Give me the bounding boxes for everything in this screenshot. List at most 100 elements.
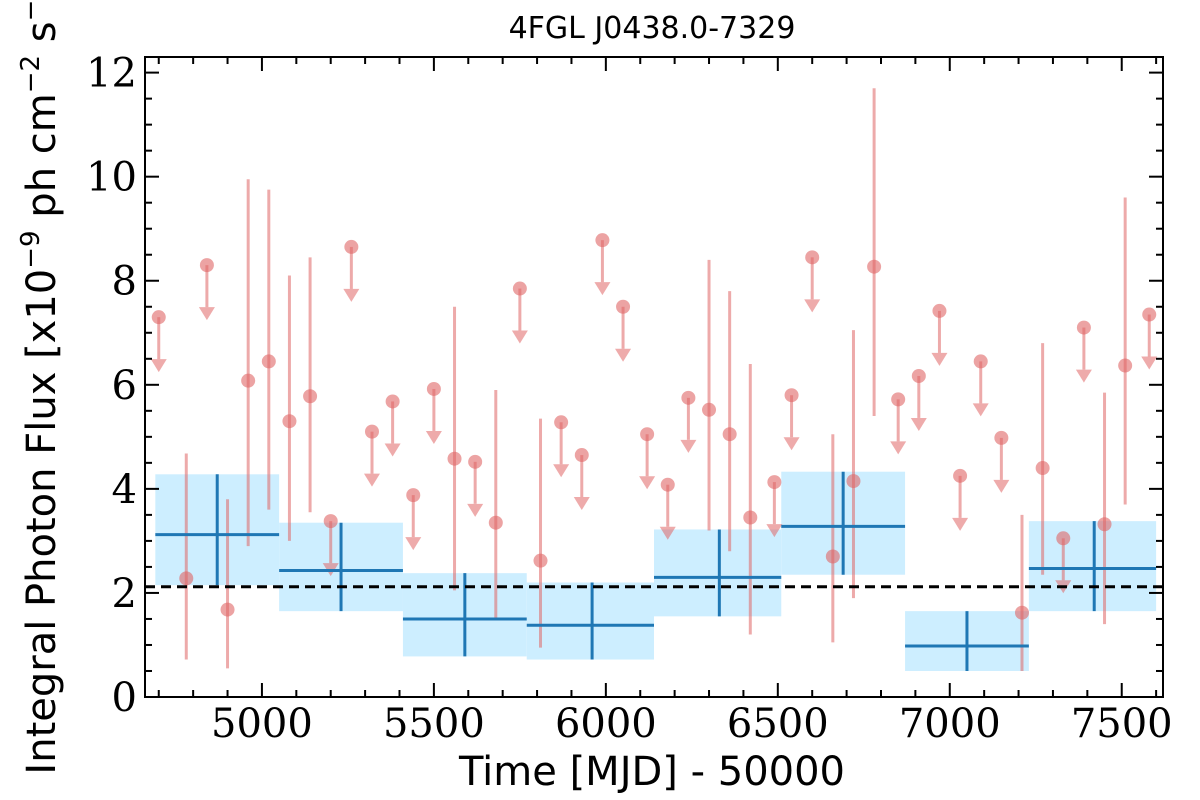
detection-point-17 [1097, 517, 1112, 532]
upper-limit-point-22 [932, 303, 947, 318]
detection-point-1 [220, 602, 235, 617]
upper-limit-arrow-27 [1075, 369, 1092, 383]
x-tick-label: 6000 [555, 701, 657, 747]
upper-limit-arrow-5 [384, 443, 401, 457]
upper-limit-point-11 [574, 448, 589, 463]
upper-limit-point-0 [151, 310, 166, 325]
upper-limit-arrow-4 [363, 473, 380, 487]
x-tick-label: 7500 [1071, 701, 1173, 747]
detection-point-4 [282, 414, 297, 429]
bin-box-7 [1028, 521, 1157, 612]
upper-limit-point-13 [616, 299, 631, 314]
y-tick-label: 6 [112, 363, 137, 409]
flux-points [150, 88, 1158, 671]
upper-limit-point-23 [953, 468, 968, 483]
upper-limit-point-5 [385, 394, 400, 409]
detection-point-9 [702, 402, 717, 417]
upper-limit-arrow-1 [198, 307, 215, 321]
upper-limit-arrow-24 [972, 403, 989, 417]
plot-frame [144, 56, 1164, 698]
upper-limit-point-28 [1142, 307, 1157, 322]
detection-point-13 [846, 474, 861, 489]
detection-point-10 [722, 427, 737, 442]
upper-limit-point-21 [911, 368, 926, 383]
y-tick-label: 2 [112, 571, 137, 617]
detection-point-15 [1014, 605, 1029, 620]
upper-limit-point-18 [784, 388, 799, 403]
upper-limit-arrow-6 [405, 537, 422, 551]
detection-point-6 [447, 451, 462, 466]
upper-limit-arrow-19 [804, 299, 821, 313]
upper-limit-point-20 [891, 392, 906, 407]
detection-point-7 [488, 515, 503, 530]
detection-point-14 [867, 259, 882, 274]
y-label-part-1: Integral Photon Flux [x10 [19, 269, 65, 775]
detection-point-2 [241, 373, 256, 388]
upper-limit-arrow-18 [783, 437, 800, 451]
upper-limit-arrow-14 [639, 476, 656, 490]
y-tick-label: 12 [86, 51, 137, 97]
upper-limit-point-10 [554, 415, 569, 430]
y-label-part-3: s [19, 21, 65, 55]
x-tick-label: 5500 [383, 701, 485, 747]
upper-limit-arrow-3 [343, 288, 360, 302]
x-tick-label: 7000 [899, 701, 1001, 747]
detection-point-5 [303, 389, 318, 404]
upper-limit-arrow-17 [766, 524, 783, 538]
bin-box-3 [526, 582, 654, 660]
upper-limit-arrow-28 [1141, 356, 1158, 370]
upper-limit-point-16 [681, 390, 696, 405]
detection-point-8 [533, 553, 548, 568]
upper-limit-arrow-16 [680, 439, 697, 453]
y-tick-label: 4 [112, 467, 137, 513]
upper-limit-arrow-25 [993, 479, 1010, 493]
upper-limit-arrow-15 [659, 526, 676, 540]
upper-limit-point-7 [426, 381, 441, 396]
bin-boxes [155, 471, 1157, 671]
y-label-part-2: ph cm [19, 93, 65, 230]
upper-limit-arrow-12 [594, 282, 611, 296]
upper-limit-arrow-22 [931, 352, 948, 366]
y-tick-label: 8 [112, 259, 137, 305]
detection-point-3 [261, 354, 276, 369]
upper-limit-point-27 [1076, 320, 1091, 335]
upper-limit-arrow-21 [910, 417, 927, 431]
upper-limit-point-2 [323, 514, 338, 529]
y-label-exp-2: −2 [16, 55, 46, 93]
bin-markers [155, 471, 1157, 671]
y-tick-label: 0 [112, 675, 137, 721]
upper-limit-point-12 [595, 233, 610, 248]
y-label-exp-3: −1 [16, 0, 46, 21]
upper-limit-point-9 [512, 281, 527, 296]
upper-limit-point-26 [1056, 531, 1071, 546]
upper-limit-arrow-7 [425, 430, 442, 444]
upper-limit-point-8 [468, 454, 483, 469]
upper-limit-arrow-23 [952, 517, 969, 531]
upper-limit-point-14 [640, 427, 655, 442]
x-axis-label: Time [MJD] - 50000 [458, 749, 845, 795]
upper-limit-point-1 [199, 258, 214, 273]
detection-point-18 [1118, 358, 1133, 373]
upper-limit-point-17 [767, 475, 782, 490]
detection-point-0 [179, 571, 194, 586]
y-label-exp-1: −9 [16, 230, 46, 268]
axes: 5000 5500 6000 6500 7000 7500 0 2 4 6 8 10 12 [86, 51, 1173, 747]
detection-point-16 [1035, 461, 1050, 476]
upper-limit-point-25 [994, 430, 1009, 445]
x-tick-label: 6500 [727, 701, 829, 747]
upper-limit-point-24 [973, 354, 988, 369]
detection-point-12 [825, 549, 840, 564]
upper-limit-arrow-8 [467, 503, 484, 517]
upper-limit-point-6 [406, 488, 421, 503]
upper-limit-point-15 [660, 477, 675, 492]
y-axis-label: Integral Photon Flux [x10−9 ph cm−2 s−1] [16, 0, 65, 775]
upper-limit-arrow-20 [890, 441, 907, 455]
upper-limit-point-4 [364, 424, 379, 439]
upper-limit-arrow-10 [553, 464, 570, 478]
upper-limit-arrow-0 [150, 359, 167, 373]
x-tick-label: 5000 [211, 701, 313, 747]
upper-limit-arrow-9 [511, 330, 528, 344]
upper-limit-arrow-13 [615, 348, 632, 362]
